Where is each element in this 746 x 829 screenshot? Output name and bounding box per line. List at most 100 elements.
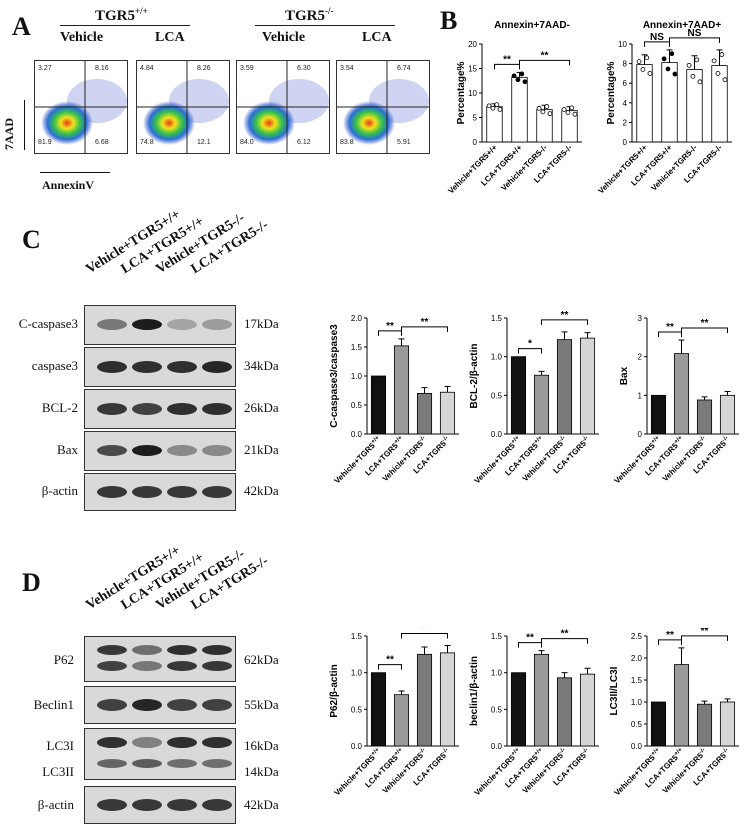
chart-beclin1: beclin1/β-actin0.00.51.01.5Vehicle+TGR5+… (469, 629, 599, 797)
data-point (665, 66, 671, 72)
col-label-4: LCA (362, 30, 392, 45)
quadrant-value-ur: 8.16 (95, 65, 109, 72)
band (167, 403, 197, 415)
band (202, 445, 232, 456)
quadrant-value-ul: 3.27 (38, 65, 52, 72)
band (167, 361, 197, 373)
chart-lc3: LC3II/LC3I0.00.51.01.52.02.5Vehicle+TGR5… (609, 628, 739, 797)
y-tick-label: 10 (618, 40, 627, 49)
bar (393, 345, 410, 435)
scatter-core (143, 101, 195, 145)
data-point (669, 51, 675, 57)
quadrant-value-ur: 6.74 (397, 65, 411, 72)
chart-bcl2: BCL-2/β-actin0.00.51.01.5Vehicle+TGR5+/+… (469, 310, 599, 485)
group2-title-text: TGR5 (285, 8, 326, 24)
y-tick-label: 6 (623, 79, 628, 88)
bar (579, 337, 596, 435)
y-tick-label: 0.0 (631, 742, 643, 751)
significance-bracket (658, 639, 682, 645)
band (132, 645, 162, 655)
kda-label: 26kDa (244, 400, 279, 415)
bar (696, 399, 713, 435)
y-tick-label: 3 (638, 314, 643, 323)
y-tick-label: 4 (623, 99, 628, 108)
data-point (519, 71, 525, 77)
kda-label: 21kDa (244, 442, 279, 457)
blot-row-label: C-caspase3 (18, 316, 78, 331)
y-axis-label: P62/β-actin (329, 664, 340, 717)
y-axis-arrow (24, 100, 25, 150)
band (202, 361, 232, 373)
y-tick-label: 2.0 (351, 314, 363, 323)
quadrant-value-ur: 6.30 (297, 65, 311, 72)
bar (416, 653, 433, 747)
y-tick-label: 5 (473, 114, 478, 123)
y-tick-label: 0.5 (491, 391, 503, 400)
bar (719, 394, 736, 435)
bar (439, 652, 456, 747)
y-tick-label: 20 (468, 40, 477, 49)
significance-label: * (528, 339, 532, 350)
kda-label: 16kDa (244, 738, 279, 753)
y-tick-label: 0.5 (351, 401, 363, 410)
significance-label: ** (386, 655, 394, 666)
significance-label: NS (688, 28, 702, 39)
band (167, 661, 197, 671)
y-tick-label: 1.5 (351, 632, 363, 641)
chart-title: Annexin+7AAD+ (643, 20, 722, 31)
data-point (640, 67, 646, 72)
bar (510, 356, 527, 435)
significance-label: ** (561, 629, 569, 640)
bar (510, 672, 527, 747)
band (132, 319, 162, 330)
blot-bax (84, 431, 236, 471)
y-tick-label: 15 (468, 65, 477, 74)
data-point (561, 107, 567, 112)
data-point (565, 110, 571, 115)
band (202, 759, 232, 768)
band (97, 661, 127, 671)
bar (393, 694, 410, 747)
flow-plot-4: 3.54 6.74 83.8 5.91 (336, 60, 430, 154)
data-point (494, 102, 500, 108)
band (97, 486, 127, 498)
band (167, 759, 197, 768)
y-tick-label: 0.0 (491, 742, 503, 751)
data-point (569, 105, 575, 111)
bar (711, 65, 728, 143)
quadrant-value-lr: 6.12 (297, 139, 311, 146)
scatter-core (243, 101, 295, 145)
significance-label: ** (701, 628, 709, 637)
scatter-core (41, 101, 93, 145)
band (202, 737, 232, 748)
band (97, 445, 127, 456)
data-point (661, 56, 667, 62)
y-axis-label: C-caspase3/caspase3 (329, 324, 340, 428)
band (167, 319, 197, 330)
blot-bactin-d (84, 786, 236, 824)
y-tick-label: 0.5 (631, 720, 643, 729)
significance-bracket (378, 330, 402, 336)
data-point (515, 77, 521, 83)
kda-label: 55kDa (244, 697, 279, 712)
y-tick-label: 0.0 (351, 430, 363, 439)
bar (486, 106, 503, 143)
y-axis-label: Percentage% (456, 61, 467, 124)
y-tick-label: 0 (473, 138, 478, 147)
band (167, 737, 197, 748)
band (132, 759, 162, 768)
bar (416, 393, 433, 435)
bar (556, 339, 573, 435)
quadrant-value-ll: 84.0 (240, 139, 254, 146)
kda-label: 17kDa (244, 316, 279, 331)
flow-scatter (237, 61, 329, 153)
quadrant-value-lr: 5.91 (397, 139, 411, 146)
band (202, 799, 232, 811)
band (97, 645, 127, 655)
band (132, 445, 162, 456)
bar (650, 701, 667, 747)
significance-label: NS (650, 32, 664, 43)
y-tick-label: 1.0 (351, 669, 363, 678)
bar (533, 653, 550, 747)
blot-caspase3 (84, 347, 236, 387)
